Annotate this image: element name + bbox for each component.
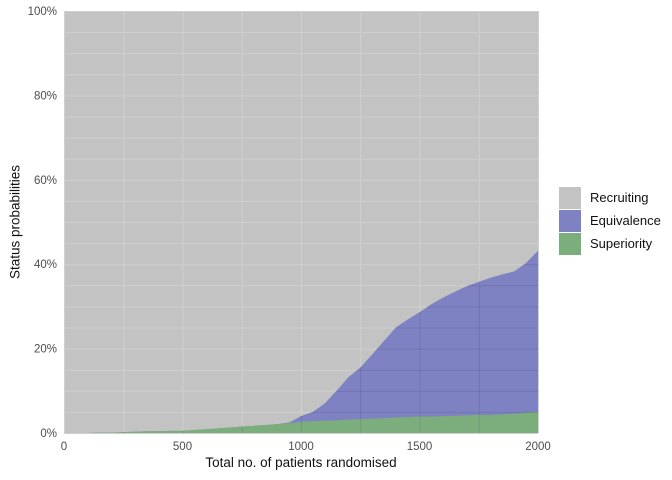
x-tick-label: 2000 [525,441,551,453]
area-superiority [64,411,538,433]
y-axis-title: Status probabilities [7,164,23,280]
y-tick-label: 20% [34,344,57,356]
legend-swatch-equivalence [559,209,581,232]
legend-label-recruiting: Recruiting [590,190,649,205]
legend: Recruiting Equivalence Superiority [559,186,661,255]
legend-swatch-superiority [559,232,581,255]
x-tick-label: 1000 [288,441,314,453]
legend-item-superiority: Superiority [559,232,661,255]
y-tick-label: 100% [28,6,57,18]
x-tick-label: 500 [173,441,192,453]
x-tick-label: 1500 [407,441,433,453]
y-tick-label: 40% [34,259,57,271]
x-tick-label: 0 [61,441,67,453]
legend-label-equivalence: Equivalence [590,213,661,228]
gridlines-light [64,11,539,434]
area-equivalence [64,250,538,433]
legend-swatch-recruiting [559,186,581,209]
legend-item-recruiting: Recruiting [559,186,661,209]
x-axis-title: Total no. of patients randomised [205,455,397,470]
legend-label-superiority: Superiority [590,236,653,251]
y-tick-label: 0% [40,428,57,440]
y-tick-label: 80% [34,90,57,102]
legend-item-equivalence: Equivalence [559,209,661,232]
y-tick-label: 60% [34,175,57,187]
